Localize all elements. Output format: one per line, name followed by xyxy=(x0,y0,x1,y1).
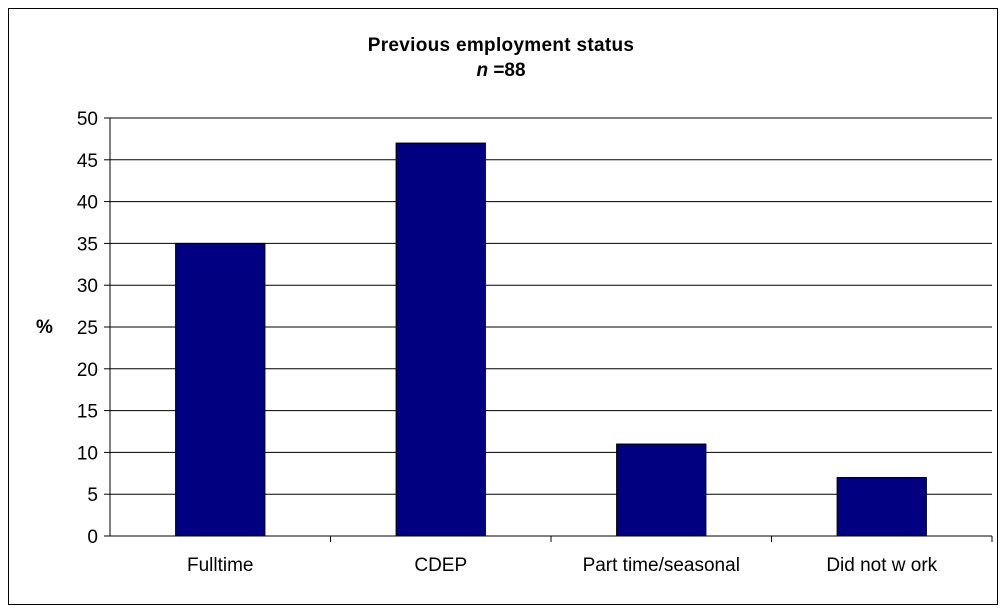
y-tick-label: 45 xyxy=(77,151,98,172)
y-tick-label: 25 xyxy=(77,318,98,339)
chart-subtitle: n =88 xyxy=(0,60,1002,82)
x-category-label: Did not w ork xyxy=(826,555,937,576)
y-tick-label: 35 xyxy=(77,234,98,255)
y-tick-label: 50 xyxy=(77,109,98,130)
bar xyxy=(175,242,266,537)
x-category-label: Fulltime xyxy=(187,555,254,576)
subtitle-variable: n xyxy=(476,60,489,81)
y-tick-label: 10 xyxy=(77,443,98,464)
subtitle-value: =88 xyxy=(493,60,526,81)
y-tick-label: 15 xyxy=(77,402,98,423)
bar xyxy=(616,443,707,537)
x-category-label: Part time/seasonal xyxy=(583,555,740,576)
y-tick-label: 40 xyxy=(77,193,98,214)
bar xyxy=(395,142,486,537)
y-tick-label: 20 xyxy=(77,360,98,381)
y-axis-label: % xyxy=(36,317,53,338)
y-tick-label: 30 xyxy=(77,276,98,297)
x-category-label: CDEP xyxy=(414,555,467,576)
bar xyxy=(836,476,927,537)
y-tick-label: 0 xyxy=(87,527,98,548)
chart-frame xyxy=(8,8,998,605)
y-tick-label: 5 xyxy=(87,485,98,506)
chart-title: Previous employment status xyxy=(367,35,635,56)
